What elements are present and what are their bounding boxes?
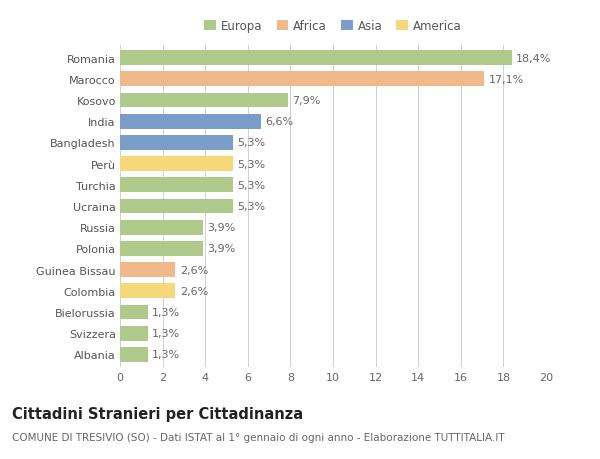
Bar: [120, 263, 175, 277]
Bar: [120, 241, 203, 256]
Bar: [120, 94, 288, 108]
Text: 1,3%: 1,3%: [152, 307, 180, 317]
Text: 5,3%: 5,3%: [237, 159, 265, 169]
Text: 18,4%: 18,4%: [516, 54, 551, 64]
Bar: [120, 347, 148, 362]
Text: 2,6%: 2,6%: [179, 265, 208, 275]
Bar: [120, 115, 260, 129]
Text: COMUNE DI TRESIVIO (SO) - Dati ISTAT al 1° gennaio di ogni anno - Elaborazione T: COMUNE DI TRESIVIO (SO) - Dati ISTAT al …: [12, 432, 505, 442]
Text: 3,9%: 3,9%: [208, 244, 236, 254]
Bar: [120, 326, 148, 341]
Text: 6,6%: 6,6%: [265, 117, 293, 127]
Text: Cittadini Stranieri per Cittadinanza: Cittadini Stranieri per Cittadinanza: [12, 406, 303, 421]
Bar: [120, 136, 233, 151]
Bar: [120, 51, 512, 66]
Legend: Europa, Africa, Asia, America: Europa, Africa, Asia, America: [205, 20, 461, 33]
Text: 7,9%: 7,9%: [293, 96, 321, 106]
Text: 3,9%: 3,9%: [208, 223, 236, 233]
Text: 5,3%: 5,3%: [237, 202, 265, 212]
Bar: [120, 157, 233, 172]
Text: 1,3%: 1,3%: [152, 349, 180, 359]
Bar: [120, 73, 484, 87]
Bar: [120, 305, 148, 319]
Bar: [120, 199, 233, 214]
Bar: [120, 220, 203, 235]
Text: 17,1%: 17,1%: [488, 75, 524, 85]
Text: 5,3%: 5,3%: [237, 138, 265, 148]
Text: 1,3%: 1,3%: [152, 328, 180, 338]
Text: 2,6%: 2,6%: [179, 286, 208, 296]
Bar: [120, 284, 175, 298]
Bar: [120, 178, 233, 193]
Text: 5,3%: 5,3%: [237, 180, 265, 190]
